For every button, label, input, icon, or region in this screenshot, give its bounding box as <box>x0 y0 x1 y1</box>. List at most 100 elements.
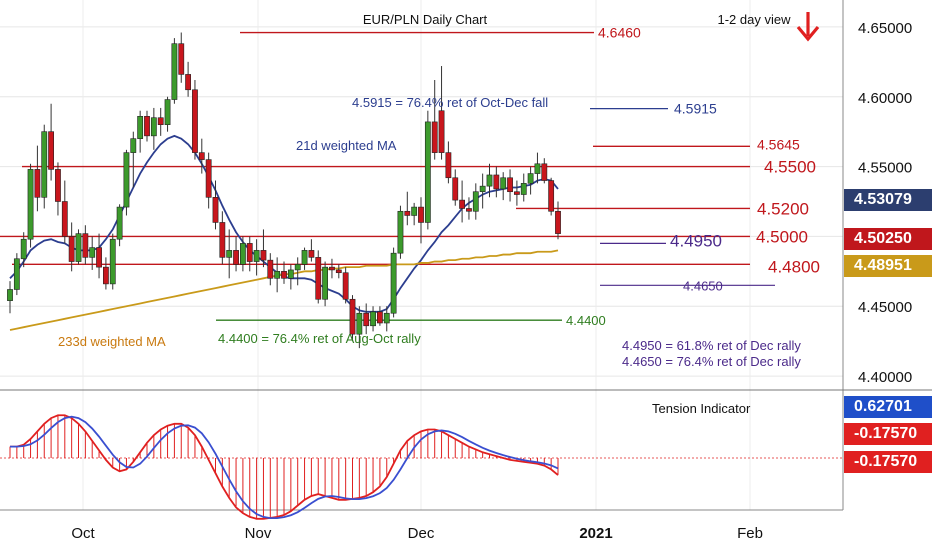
candle-body <box>520 183 527 195</box>
candle-body <box>356 312 363 335</box>
candle-body <box>82 233 89 258</box>
candle-body <box>438 110 445 153</box>
candle-body <box>390 252 397 314</box>
candle <box>205 152 212 209</box>
candle-body <box>267 259 274 279</box>
candle-body <box>370 311 376 327</box>
candle-body <box>61 201 68 237</box>
candle-body <box>445 152 452 179</box>
candle <box>27 163 34 248</box>
candle-body <box>287 269 294 279</box>
time-axis: Oct Nov Dec 2021 Feb <box>71 525 763 542</box>
candle <box>233 236 239 272</box>
candle <box>472 183 479 220</box>
time-tick-label: Nov <box>245 525 272 542</box>
price-tick-label: 4.40000 <box>858 369 912 386</box>
candle <box>513 180 520 206</box>
level-label: 4.5200 <box>757 199 809 218</box>
indicator-tag-3: -0.17570 <box>844 451 932 473</box>
candle-body <box>527 173 534 184</box>
candle-body <box>363 312 370 327</box>
candle <box>486 163 493 198</box>
candle-body <box>486 174 493 187</box>
candle <box>335 264 342 279</box>
candle <box>68 222 75 272</box>
candle <box>301 247 308 270</box>
candle <box>507 169 513 202</box>
level-label: 4.4950 <box>670 231 722 250</box>
candle <box>541 158 548 184</box>
candle <box>34 145 41 212</box>
candle-body <box>383 312 390 324</box>
view-label: 1-2 day view <box>718 12 792 27</box>
candle-body <box>130 138 137 153</box>
candle-body <box>479 185 486 193</box>
candle-body <box>233 250 239 265</box>
candle <box>226 229 233 279</box>
price-tick-label: 4.60000 <box>858 90 912 107</box>
annotation-ma21: 21d weighted MA <box>296 138 397 153</box>
price-tick-label: 4.55000 <box>858 160 912 177</box>
candle <box>390 247 397 318</box>
candle <box>137 110 144 153</box>
candle <box>130 131 137 188</box>
time-tick-label: Dec <box>408 525 435 542</box>
level-label: 4.5915 <box>674 101 717 117</box>
candle <box>109 233 116 290</box>
candle <box>363 303 370 335</box>
candle <box>479 173 486 209</box>
candle-body <box>171 43 178 100</box>
candle <box>424 110 431 230</box>
candle <box>383 306 390 332</box>
candle-body <box>150 117 157 137</box>
price-tag-233ma: 4.48951 <box>844 255 932 277</box>
candle-body <box>534 163 541 174</box>
candle <box>411 202 418 226</box>
candle-body <box>294 264 301 271</box>
time-tick-label: Feb <box>737 525 763 542</box>
candle-body <box>452 177 459 201</box>
candle-body <box>342 272 349 300</box>
candle-body <box>185 74 191 91</box>
candle <box>466 197 472 220</box>
candle-body <box>13 258 20 290</box>
candle-body <box>548 180 555 212</box>
candle <box>370 306 376 332</box>
candle <box>240 236 246 272</box>
candle <box>75 229 82 265</box>
candle <box>500 172 507 201</box>
price-tag-last: 4.53079 <box>844 189 932 211</box>
moving-averages <box>9 134 559 331</box>
candle <box>342 267 349 304</box>
candle-body <box>329 266 335 271</box>
candle <box>198 138 205 174</box>
price-tick-label: 4.65000 <box>858 20 912 37</box>
candle <box>82 225 89 265</box>
candle-body <box>424 121 431 223</box>
candle <box>219 211 226 265</box>
candle-body <box>507 177 513 193</box>
candle <box>274 257 281 293</box>
candle <box>445 141 452 184</box>
candle <box>322 261 328 307</box>
candle <box>96 233 102 279</box>
candle-body <box>68 236 75 262</box>
candle <box>438 66 445 160</box>
time-tick-label: Oct <box>71 525 95 542</box>
annotation-dec-rally-618: 4.4950 = 61.8% ret of Dec rally <box>622 338 801 353</box>
candle-body <box>116 206 123 240</box>
candle <box>534 152 541 184</box>
candle <box>123 149 130 216</box>
candle-body <box>466 208 472 212</box>
candle-body <box>513 191 520 195</box>
level-label: 4.5000 <box>756 227 808 246</box>
candle-body <box>226 250 233 258</box>
candle-body <box>253 250 260 262</box>
candle-body <box>198 152 205 160</box>
candle <box>555 201 561 240</box>
level-label: 4.4400 <box>566 313 606 328</box>
candle <box>397 205 404 259</box>
candle <box>308 239 315 262</box>
candle-body <box>472 191 479 212</box>
